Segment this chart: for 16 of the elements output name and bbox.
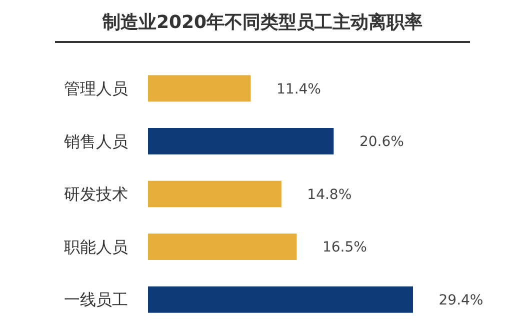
- bar: [148, 234, 297, 260]
- data-label: 14.8%: [307, 186, 352, 203]
- y-tick-label: 研发技术: [64, 184, 128, 204]
- bar: [148, 75, 251, 102]
- y-tick-label: 销售人员: [63, 132, 128, 151]
- data-label: 29.4%: [438, 292, 484, 308]
- data-label: 16.5%: [322, 240, 367, 256]
- chart-title: 制造业2020年不同类型员工主动离职率: [101, 12, 423, 33]
- data-label: 11.4%: [276, 81, 321, 98]
- y-tick-label: 一线员工: [64, 290, 128, 310]
- data-label: 20.6%: [359, 134, 404, 150]
- y-tick-label: 管理人员: [64, 79, 128, 98]
- y-tick-label: 职能人员: [64, 237, 128, 256]
- bar: [148, 128, 334, 154]
- bar: [148, 180, 282, 208]
- bar: [148, 286, 413, 313]
